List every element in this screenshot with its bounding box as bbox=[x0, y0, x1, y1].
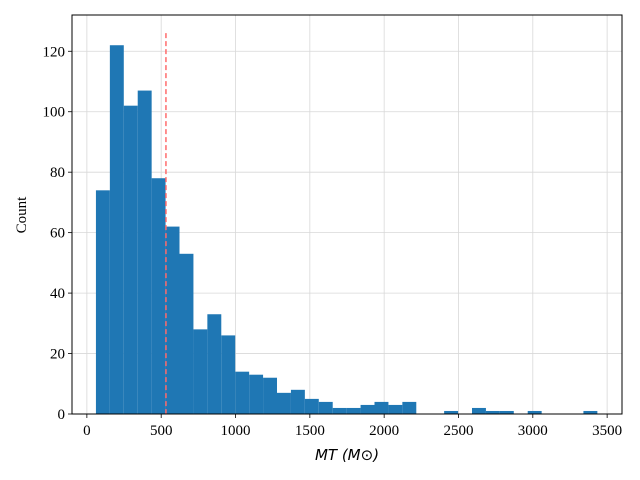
bar bbox=[263, 377, 278, 414]
y-tick-label: 40 bbox=[50, 286, 65, 302]
bar bbox=[346, 407, 361, 414]
bar bbox=[165, 226, 180, 414]
bar bbox=[583, 410, 598, 414]
bar bbox=[444, 410, 459, 414]
y-tick-label: 100 bbox=[43, 105, 66, 121]
bar bbox=[207, 314, 222, 414]
x-tick-label: 0 bbox=[83, 423, 91, 439]
bar bbox=[193, 329, 208, 414]
bar bbox=[360, 404, 375, 414]
y-tick-label: 20 bbox=[50, 347, 65, 363]
bar bbox=[318, 401, 333, 414]
bar bbox=[179, 253, 194, 414]
bar bbox=[249, 374, 264, 414]
y-tick-label: 60 bbox=[50, 226, 65, 242]
bar bbox=[304, 398, 319, 414]
x-tick-label: 3500 bbox=[592, 423, 622, 439]
x-tick-label: 1500 bbox=[295, 423, 325, 439]
x-tick-label: 500 bbox=[150, 423, 173, 439]
x-tick-label: 2000 bbox=[369, 423, 399, 439]
bar bbox=[388, 404, 403, 414]
bar bbox=[290, 389, 305, 414]
x-tick-label: 1000 bbox=[221, 423, 251, 439]
y-tick-label: 120 bbox=[43, 44, 66, 60]
bar bbox=[332, 407, 347, 414]
bar bbox=[221, 335, 236, 414]
y-axis-label: Count bbox=[14, 196, 30, 234]
x-axis-label: MT (M⊙) bbox=[315, 446, 379, 464]
bar bbox=[151, 178, 166, 414]
bar bbox=[471, 407, 486, 414]
bar bbox=[137, 90, 152, 415]
bar bbox=[95, 190, 110, 414]
bar bbox=[527, 410, 542, 414]
plot-frame bbox=[71, 14, 623, 415]
x-tick-label: 2500 bbox=[443, 423, 473, 439]
x-tick-label: 3000 bbox=[518, 423, 548, 439]
y-tick-label: 80 bbox=[50, 165, 65, 181]
bar bbox=[374, 401, 389, 414]
bar bbox=[485, 410, 500, 414]
bar bbox=[235, 371, 250, 414]
bar bbox=[402, 401, 417, 414]
bar bbox=[499, 410, 514, 414]
y-tick-label: 0 bbox=[58, 407, 66, 423]
bar bbox=[123, 105, 138, 414]
bar bbox=[109, 45, 124, 415]
bar bbox=[277, 392, 291, 414]
